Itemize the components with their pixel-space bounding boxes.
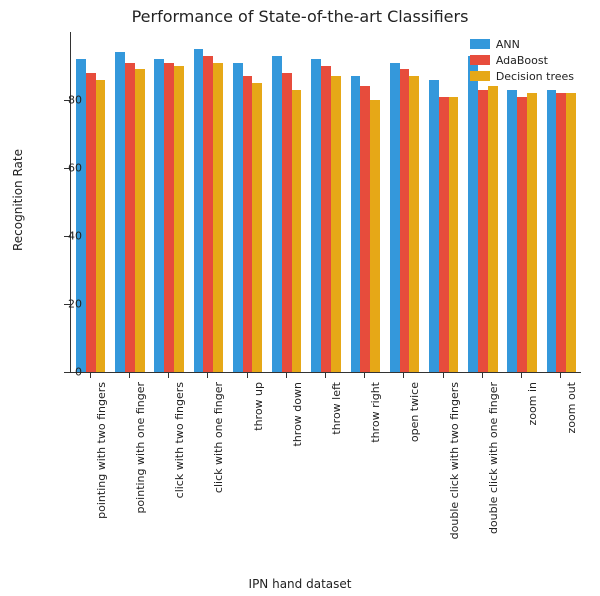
y-tick-label: 40	[68, 230, 82, 243]
bar	[164, 63, 174, 372]
x-tick	[325, 372, 326, 378]
bar	[566, 93, 576, 372]
bar	[488, 86, 498, 372]
x-tick-label: throw up	[252, 382, 265, 582]
x-tick-label: pointing with two fingers	[95, 382, 108, 582]
bar	[311, 59, 321, 372]
bar	[282, 73, 292, 372]
x-tick	[560, 372, 561, 378]
bar	[233, 63, 243, 372]
bar	[409, 76, 419, 372]
bar	[331, 76, 341, 372]
bar	[547, 90, 557, 372]
legend-swatch	[470, 39, 490, 49]
bar	[507, 90, 517, 372]
bar	[390, 63, 400, 372]
y-tick-label: 60	[68, 162, 82, 175]
x-tick	[247, 372, 248, 378]
x-tick-label: throw right	[369, 382, 382, 582]
legend-item: Decision trees	[470, 68, 574, 84]
x-tick-label: click with one finger	[212, 382, 225, 582]
bar	[351, 76, 361, 372]
x-tick	[521, 372, 522, 378]
x-tick-label: open twice	[408, 382, 421, 582]
bar	[400, 69, 410, 372]
bar	[478, 90, 488, 372]
bar	[194, 49, 204, 372]
bar	[468, 56, 478, 372]
bar	[243, 76, 253, 372]
bar	[125, 63, 135, 372]
bar	[439, 97, 449, 372]
bar	[370, 100, 380, 372]
figure: Performance of State-of-the-art Classifi…	[0, 0, 600, 596]
y-tick-label: 0	[75, 366, 82, 379]
y-axis-label: Recognition Rate	[11, 149, 25, 251]
x-tick	[443, 372, 444, 378]
x-tick	[207, 372, 208, 378]
x-tick-label: double click with one finger	[487, 382, 500, 582]
legend-item: ANN	[470, 36, 574, 52]
legend-swatch	[470, 55, 490, 65]
bar	[272, 56, 282, 372]
bar	[292, 90, 302, 372]
bar	[527, 93, 537, 372]
x-tick-label: zoom out	[565, 382, 578, 582]
bar	[154, 59, 164, 372]
bar	[203, 56, 213, 372]
bar	[360, 86, 370, 372]
x-tick	[364, 372, 365, 378]
bar	[115, 52, 125, 372]
legend-swatch	[470, 71, 490, 81]
x-tick-label: click with two fingers	[173, 382, 186, 582]
bar	[86, 73, 96, 372]
x-tick-label: throw left	[330, 382, 343, 582]
legend-item: AdaBoost	[470, 52, 574, 68]
y-tick	[64, 372, 70, 373]
bar	[449, 97, 459, 372]
x-tick	[129, 372, 130, 378]
bar	[174, 66, 184, 372]
legend-label: AdaBoost	[496, 54, 548, 67]
y-tick-label: 20	[68, 298, 82, 311]
bar	[135, 69, 145, 372]
bar	[96, 80, 106, 372]
bar	[429, 80, 439, 372]
legend-label: ANN	[496, 38, 520, 51]
legend-label: Decision trees	[496, 70, 574, 83]
x-tick	[286, 372, 287, 378]
x-tick-label: pointing with one finger	[134, 382, 147, 582]
x-tick-label: double click with two fingers	[448, 382, 461, 582]
bar	[213, 63, 223, 372]
x-tick	[403, 372, 404, 378]
x-tick	[168, 372, 169, 378]
x-tick	[482, 372, 483, 378]
bar	[321, 66, 331, 372]
chart-title: Performance of State-of-the-art Classifi…	[0, 7, 600, 26]
x-tick-label: zoom in	[526, 382, 539, 582]
bar	[517, 97, 527, 372]
x-tick-label: throw down	[291, 382, 304, 582]
legend: ANN AdaBoost Decision trees	[466, 34, 578, 86]
bar	[252, 83, 262, 372]
x-tick	[90, 372, 91, 378]
bar	[556, 93, 566, 372]
y-tick-label: 80	[68, 94, 82, 107]
